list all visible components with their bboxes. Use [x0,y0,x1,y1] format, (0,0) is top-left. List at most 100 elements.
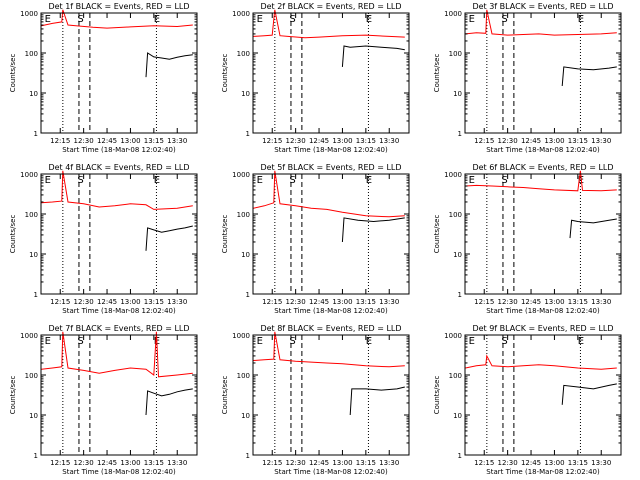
x-tick-label: 13:15 [568,298,588,306]
series-lld [41,170,193,210]
x-tick-label: 13:15 [568,137,588,145]
y-tick-label: 10 [241,90,250,98]
panel-title: Det 5f BLACK = Events, RED = LLD [260,163,401,172]
y-tick-label: 1 [458,291,462,299]
marker-label-s: S [77,336,83,347]
marker-label-e: E [257,336,263,347]
x-tick-label: 12:15 [50,298,70,306]
marker-label-s: S [501,336,507,347]
x-tick-label: 12:45 [97,459,117,467]
x-tick-label: 13:30 [591,298,611,306]
y-axis-label: Counts/sec [9,376,17,415]
panel-title: Det 3f BLACK = Events, RED = LLD [472,2,613,11]
panel-det-1: Det 1f BLACK = Events, RED = LLD E S E 1 10 10… [9,2,198,154]
series-events [561,66,617,87]
marker-label-e: E [154,14,160,25]
x-tick-label: 13:00 [120,459,140,467]
y-tick-label: 10 [453,412,462,420]
y-tick-label: 100 [449,211,462,219]
x-tick-label: 12:30 [498,137,518,145]
y-tick-label: 1 [246,291,250,299]
panel-det-9: Det 9f BLACK = Events, RED = LLD E S E 1 10 10… [433,324,622,476]
y-axis-label: Counts/sec [9,54,17,93]
series-lld [41,331,193,378]
series-events [349,386,405,416]
x-axis-label: Start Time (18-Mar-08 12:02:40) [274,146,388,154]
x-tick-label: 12:15 [474,298,494,306]
y-tick-label: 100 [237,50,250,58]
x-tick-label: 13:15 [144,459,164,467]
y-tick-label: 1 [34,291,38,299]
y-tick-label: 1 [34,452,38,460]
x-tick-label: 13:15 [356,298,376,306]
marker-label-s: S [77,14,83,25]
y-tick-label: 1000 [232,332,250,340]
x-tick-label: 13:30 [379,459,399,467]
panel-det-3: Det 3f BLACK = Events, RED = LLD E S E 1 10 10… [433,2,622,154]
plot-frame [40,334,198,456]
series-lld [253,331,405,368]
x-axis-label: Start Time (18-Mar-08 12:02:40) [274,307,388,315]
marker-label-s: S [289,336,295,347]
y-tick-label: 10 [29,251,38,259]
marker-label-e: E [366,14,372,25]
y-axis-label: Counts/sec [9,215,17,254]
x-tick-label: 12:15 [262,298,282,306]
x-tick-label: 13:30 [591,459,611,467]
marker-label-e: E [45,336,51,347]
x-tick-label: 12:30 [74,137,94,145]
y-tick-label: 1000 [20,10,38,18]
x-tick-label: 12:30 [286,298,306,306]
x-tick-label: 13:30 [379,298,399,306]
y-axis-label: Counts/sec [433,54,441,93]
y-tick-label: 10 [241,412,250,420]
plot-frame [464,173,622,295]
x-tick-label: 12:45 [521,137,541,145]
series-events [145,225,193,251]
y-tick-label: 1 [458,130,462,138]
y-tick-label: 100 [237,211,250,219]
marker-label-e: E [257,14,263,25]
x-axis-label: Start Time (18-Mar-08 12:02:40) [486,468,600,476]
series-events [145,52,193,78]
series-events [145,388,193,416]
y-tick-label: 10 [453,251,462,259]
y-tick-label: 1000 [444,171,462,179]
panel-title: Det 7f BLACK = Events, RED = LLD [48,324,189,333]
x-tick-label: 13:00 [544,137,564,145]
plot-frame [252,334,410,456]
x-tick-label: 12:30 [286,459,306,467]
panel-title: Det 9f BLACK = Events, RED = LLD [472,324,613,333]
x-tick-label: 12:45 [97,298,117,306]
x-tick-label: 12:15 [50,137,70,145]
y-tick-label: 1000 [20,332,38,340]
marker-label-e: E [154,175,160,186]
x-tick-label: 12:30 [498,459,518,467]
x-tick-label: 12:45 [309,459,329,467]
x-tick-label: 13:30 [167,298,187,306]
series-lld [465,170,617,192]
y-axis-label: Counts/sec [433,376,441,415]
panel-title: Det 2f BLACK = Events, RED = LLD [260,2,401,11]
panel-det-5: Det 5f BLACK = Events, RED = LLD E S E 1 10 10… [221,163,410,315]
y-tick-label: 1000 [444,10,462,18]
y-tick-label: 100 [449,50,462,58]
marker-label-e: E [578,14,584,25]
x-tick-label: 13:15 [144,137,164,145]
y-tick-label: 1000 [232,10,250,18]
series-lld [41,9,193,29]
panel-title: Det 6f BLACK = Events, RED = LLD [472,163,613,172]
series-events [561,383,617,405]
x-tick-label: 12:15 [262,459,282,467]
x-tick-label: 13:00 [544,459,564,467]
marker-label-e: E [578,336,584,347]
marker-label-s: S [501,14,507,25]
x-tick-label: 12:45 [309,298,329,306]
x-axis-label: Start Time (18-Mar-08 12:02:40) [62,146,176,154]
x-tick-label: 13:30 [379,137,399,145]
x-tick-label: 13:00 [332,459,352,467]
series-lld [253,9,405,39]
y-tick-label: 100 [25,50,38,58]
x-axis-label: Start Time (18-Mar-08 12:02:40) [486,146,600,154]
